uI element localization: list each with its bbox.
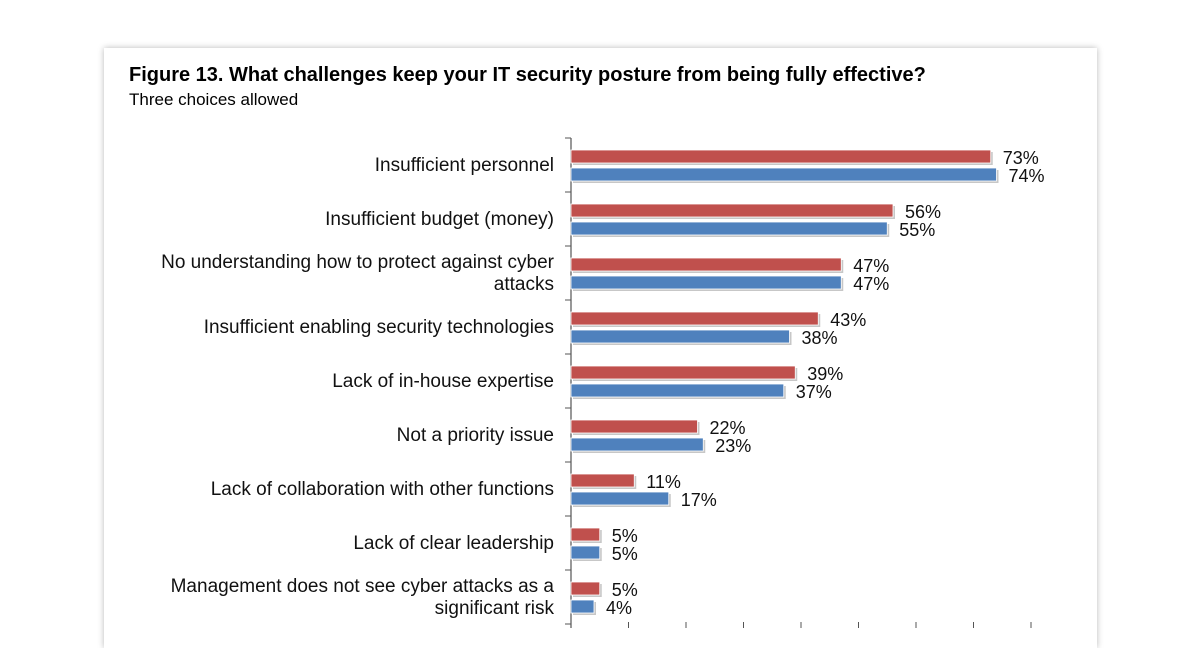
- bar: [570, 419, 698, 434]
- data-label: 17%: [681, 490, 717, 510]
- data-label: 39%: [807, 364, 843, 384]
- bar: [570, 203, 894, 218]
- data-label: 47%: [853, 274, 889, 294]
- category-label: Insufficient enabling security technolog…: [204, 317, 554, 338]
- bar-chart: Insufficient personnel 73%74% Insufficient…: [161, 137, 1045, 628]
- data-label: 73%: [1003, 148, 1039, 168]
- data-label: 5%: [612, 544, 638, 564]
- data-label: 5%: [612, 580, 638, 600]
- bar: [570, 221, 888, 236]
- data-label: 5%: [612, 526, 638, 546]
- bar: [570, 581, 601, 596]
- bar: [570, 311, 819, 326]
- category-label: Not a priority issue: [397, 425, 554, 446]
- bar: [570, 257, 842, 272]
- chart-title: Figure 13. What challenges keep your IT …: [129, 64, 926, 86]
- bar: [570, 149, 992, 164]
- data-label: 11%: [646, 472, 681, 492]
- chart-subtitle: Three choices allowed: [129, 90, 299, 109]
- category-label: Lack of clear leadership: [353, 533, 554, 554]
- bar: [570, 275, 842, 290]
- category-label: Management does not see cyber attacks as…: [171, 576, 555, 597]
- bar: [570, 545, 601, 560]
- category-label: significant risk: [435, 598, 555, 619]
- category-label: Lack of collaboration with other functio…: [211, 479, 554, 500]
- figure-panel: [104, 48, 1097, 648]
- data-label: 43%: [830, 310, 866, 330]
- bar: [570, 527, 601, 542]
- bar: [570, 383, 785, 398]
- bar: [570, 329, 790, 344]
- data-label: 38%: [802, 328, 838, 348]
- category-label: Insufficient budget (money): [325, 209, 554, 230]
- category-label: attacks: [494, 274, 554, 295]
- data-label: 23%: [715, 436, 751, 456]
- category-label: No understanding how to protect against …: [161, 252, 555, 273]
- data-label: 22%: [710, 418, 746, 438]
- category-label: Insufficient personnel: [375, 155, 554, 176]
- bar: [570, 365, 796, 380]
- bar: [570, 491, 670, 506]
- bar: [570, 167, 997, 182]
- data-label: 4%: [606, 598, 632, 618]
- data-label: 37%: [796, 382, 832, 402]
- bar: [570, 437, 704, 452]
- data-label: 56%: [905, 202, 941, 222]
- data-label: 74%: [1009, 166, 1045, 186]
- data-label: 47%: [853, 256, 889, 276]
- bar: [570, 473, 635, 488]
- bar: [570, 599, 595, 614]
- category-label: Lack of in-house expertise: [332, 371, 554, 392]
- data-label: 55%: [899, 220, 935, 240]
